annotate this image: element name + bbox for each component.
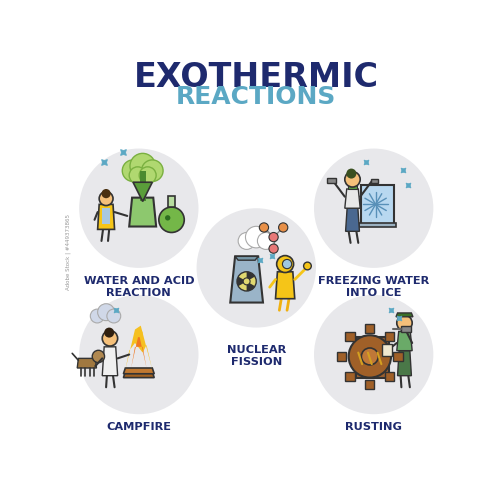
Circle shape (79, 148, 198, 268)
Bar (337, 352, 346, 361)
Circle shape (139, 167, 156, 184)
Circle shape (260, 223, 268, 232)
Polygon shape (398, 350, 411, 376)
Circle shape (104, 328, 114, 338)
Polygon shape (374, 341, 382, 374)
Circle shape (276, 256, 293, 272)
Polygon shape (129, 198, 156, 226)
Polygon shape (235, 256, 258, 260)
Circle shape (314, 295, 434, 414)
Circle shape (98, 304, 114, 320)
Polygon shape (102, 347, 118, 376)
Polygon shape (345, 189, 360, 208)
Circle shape (102, 330, 118, 346)
Polygon shape (396, 313, 413, 317)
Bar (365, 324, 374, 333)
Polygon shape (124, 368, 154, 374)
Circle shape (348, 336, 391, 378)
Bar (346, 332, 354, 341)
Text: CAMPFIRE: CAMPFIRE (106, 422, 172, 432)
Circle shape (196, 208, 316, 328)
Circle shape (346, 168, 356, 178)
Circle shape (90, 309, 104, 323)
Circle shape (79, 295, 198, 414)
Circle shape (165, 215, 170, 220)
Circle shape (135, 330, 142, 337)
Circle shape (237, 272, 256, 291)
Circle shape (92, 350, 104, 362)
Circle shape (314, 148, 434, 268)
Bar (394, 352, 402, 361)
Circle shape (159, 207, 184, 233)
Circle shape (99, 192, 113, 205)
Bar (140, 170, 146, 202)
Circle shape (374, 203, 377, 206)
Bar (385, 332, 394, 341)
Text: RUSTING: RUSTING (345, 422, 402, 432)
Circle shape (122, 160, 144, 182)
Bar (356, 337, 389, 378)
Circle shape (282, 260, 292, 268)
Circle shape (269, 244, 278, 254)
Circle shape (258, 232, 274, 250)
Circle shape (278, 223, 288, 232)
Polygon shape (133, 182, 152, 202)
Bar (328, 178, 336, 183)
Circle shape (102, 189, 110, 198)
Circle shape (269, 232, 278, 241)
Polygon shape (346, 208, 360, 232)
Polygon shape (131, 334, 146, 368)
Polygon shape (77, 358, 96, 368)
Circle shape (397, 316, 412, 330)
Bar (168, 196, 175, 207)
Circle shape (304, 262, 312, 270)
Bar (348, 185, 357, 189)
Wedge shape (246, 272, 255, 281)
Polygon shape (98, 204, 114, 230)
Text: NUCLEAR
FISSION: NUCLEAR FISSION (226, 345, 286, 368)
Bar (346, 372, 354, 381)
Circle shape (246, 226, 267, 248)
Polygon shape (230, 256, 263, 302)
Text: WATER AND ACID
REACTION: WATER AND ACID REACTION (84, 276, 194, 298)
Circle shape (142, 160, 163, 182)
Circle shape (243, 278, 250, 285)
Bar (400, 326, 411, 332)
Bar (382, 344, 392, 356)
Circle shape (362, 348, 378, 365)
Wedge shape (237, 276, 246, 286)
Polygon shape (276, 272, 295, 298)
Text: FREEZING WATER
INTO ICE: FREEZING WATER INTO ICE (318, 276, 430, 298)
Polygon shape (366, 341, 374, 374)
Circle shape (238, 232, 255, 250)
Bar (365, 380, 374, 389)
Circle shape (107, 309, 120, 323)
Wedge shape (246, 282, 255, 291)
Bar (359, 223, 396, 228)
Text: Adobe Stock | #449373865: Adobe Stock | #449373865 (66, 214, 71, 290)
Text: REACTIONS: REACTIONS (176, 84, 336, 108)
Polygon shape (124, 372, 154, 378)
Polygon shape (358, 341, 366, 374)
Text: EXOTHERMIC: EXOTHERMIC (134, 61, 379, 94)
Bar (102, 208, 110, 224)
Bar (385, 372, 394, 381)
Circle shape (129, 167, 146, 184)
Circle shape (345, 172, 360, 187)
Bar (371, 178, 378, 183)
Polygon shape (126, 326, 152, 370)
Polygon shape (397, 332, 412, 350)
Bar (361, 185, 394, 224)
Circle shape (130, 154, 156, 179)
